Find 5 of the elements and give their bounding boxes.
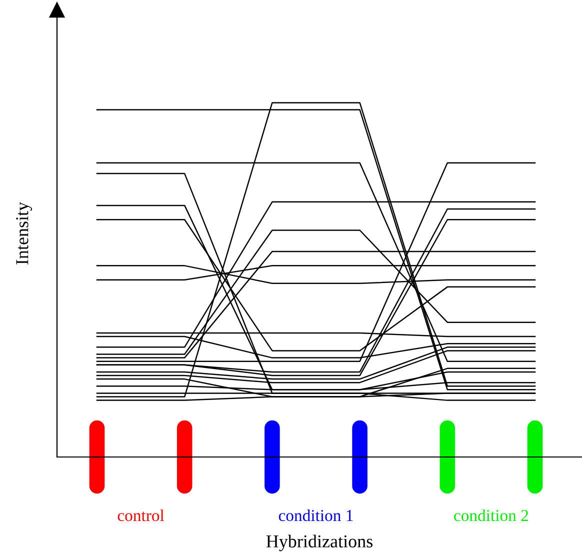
text: control	[118, 509, 164, 522]
text: condition 1	[278, 509, 353, 522]
y-axis-title: Intensity	[16, 202, 32, 264]
x-axis-title: Hybridizations	[266, 534, 372, 552]
text: condition 2	[454, 509, 528, 522]
